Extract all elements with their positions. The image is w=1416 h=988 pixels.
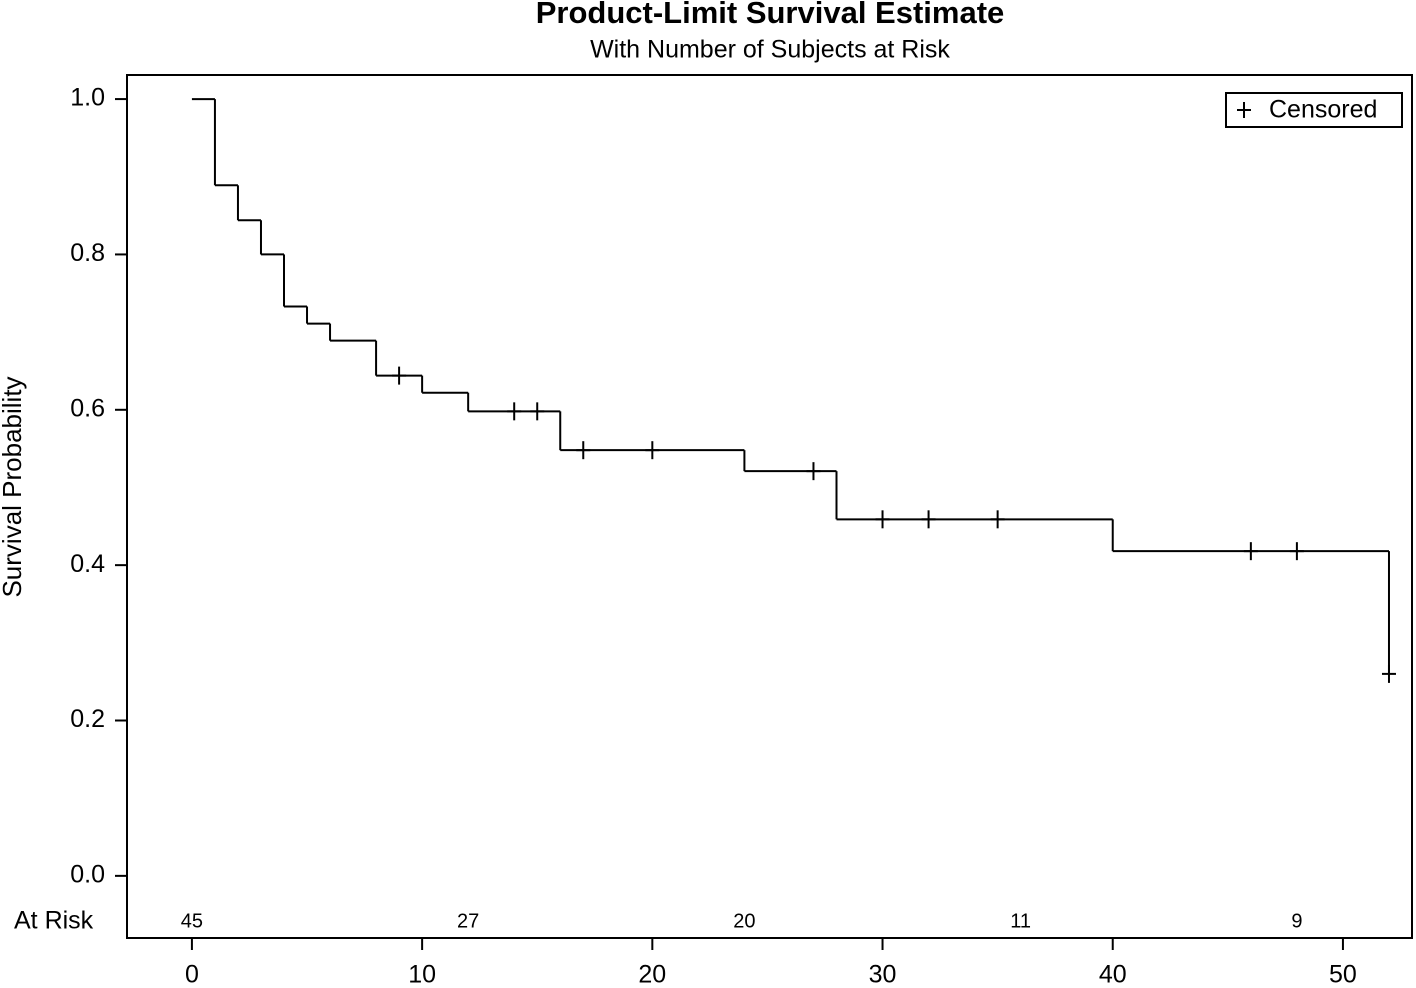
at-risk-count: 11 [1010,910,1031,932]
at-risk-label: At Risk [14,907,94,935]
censor-mark [1381,664,1396,683]
y-tick-label: 0.2 [70,705,105,733]
y-tick-label: 0.6 [70,394,105,422]
censor-mark [645,441,660,460]
x-tick-label: 50 [1329,961,1357,988]
x-tick-label: 0 [185,961,199,988]
chart-title: Product-Limit Survival Estimate [536,0,1005,30]
x-tick-label: 10 [408,961,436,988]
y-tick-label: 0.8 [70,239,105,267]
x-tick-label: 20 [638,961,666,988]
plot-frame [126,74,1413,939]
censor-mark [507,402,522,421]
y-tick-label: 0.0 [70,860,105,888]
at-risk-count: 9 [1291,910,1302,932]
at-risk-count: 27 [457,910,479,932]
at-risk-count: 45 [181,910,203,932]
x-tick-label: 40 [1099,961,1127,988]
x-tick-label: 30 [869,961,897,988]
y-axis-label: Survival Probability [0,376,27,597]
censor-mark [875,510,890,529]
censor-mark [921,510,936,529]
censor-mark [1243,542,1258,561]
y-tick-label: 1.0 [70,84,105,112]
y-tick-label: 0.4 [70,550,105,578]
censor-mark [990,510,1005,529]
legend-box [1225,92,1403,128]
censor-mark [530,402,545,421]
legend-label: Censored [1269,96,1377,124]
censor-mark [806,462,821,481]
censor-mark [392,366,407,385]
at-risk-count: 20 [733,910,755,932]
censor-mark [1289,542,1304,561]
censor-mark [576,441,591,460]
chart-subtitle: With Number of Subjects at Risk [590,36,950,64]
